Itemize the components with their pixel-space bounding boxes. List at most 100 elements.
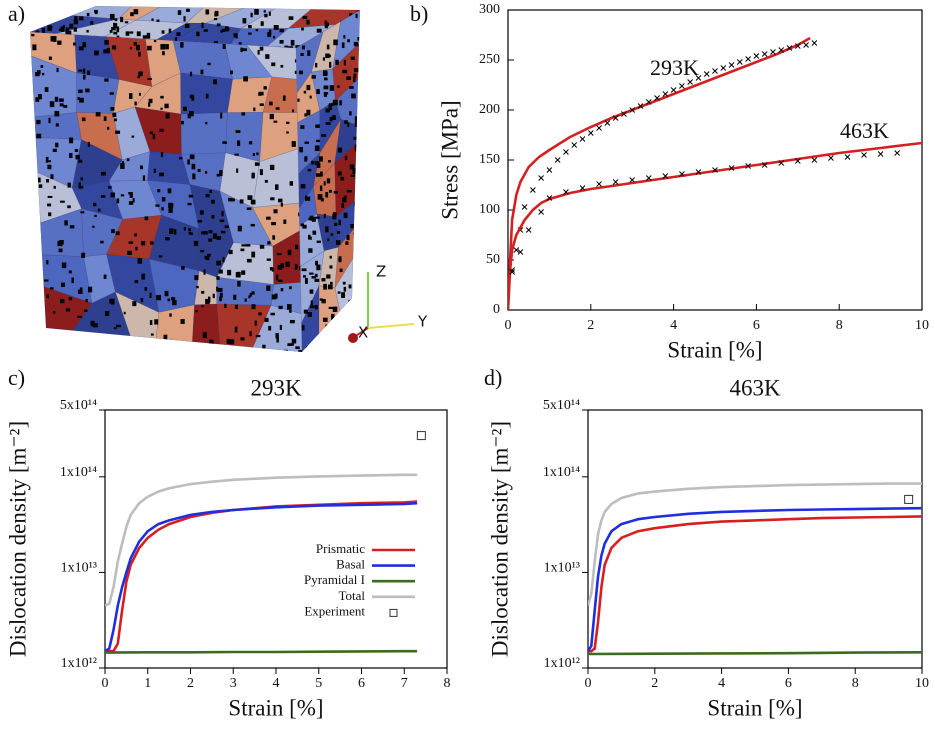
pore	[281, 65, 284, 68]
pore	[291, 40, 295, 46]
pore	[107, 48, 110, 53]
y-axis	[368, 324, 414, 328]
pore	[127, 251, 132, 255]
y-axis-label: Stress [MPa]	[437, 100, 462, 219]
pore	[308, 218, 312, 221]
pore	[69, 297, 72, 300]
pore	[104, 78, 108, 81]
pore	[100, 241, 103, 244]
pore	[306, 197, 310, 201]
pore	[246, 244, 250, 246]
pore	[103, 49, 107, 53]
pore	[204, 269, 206, 274]
pore	[264, 86, 267, 89]
pore	[327, 178, 330, 183]
pore	[183, 16, 185, 21]
pore	[47, 160, 51, 162]
pore	[283, 220, 286, 224]
pore	[137, 258, 142, 264]
pore	[176, 32, 180, 36]
pore	[203, 231, 207, 234]
curve	[105, 502, 417, 652]
pore	[195, 310, 197, 312]
pore	[333, 100, 338, 106]
y-tick-label: 150	[479, 152, 500, 167]
x-axis-marker	[348, 333, 358, 343]
curve	[588, 508, 922, 651]
marker	[539, 176, 544, 181]
pore	[304, 310, 308, 314]
pore	[155, 204, 159, 206]
pore	[80, 287, 83, 290]
pore	[341, 203, 344, 208]
pore	[51, 36, 56, 41]
pore	[208, 238, 212, 241]
pore	[251, 224, 255, 227]
pore	[280, 29, 284, 32]
pore	[68, 183, 71, 188]
x-tick-label: 2	[651, 676, 658, 691]
pore	[115, 131, 120, 134]
marker	[704, 72, 709, 77]
pore	[252, 304, 256, 309]
pore	[256, 29, 258, 31]
pore	[355, 171, 359, 174]
marker	[762, 52, 767, 57]
pore	[324, 86, 329, 90]
pore	[331, 314, 335, 320]
pore	[264, 318, 268, 322]
pore	[205, 122, 207, 124]
pore	[77, 316, 82, 318]
pore	[280, 325, 282, 330]
pore	[141, 241, 145, 245]
curve	[105, 475, 417, 606]
pore	[241, 270, 245, 274]
pore	[230, 71, 233, 75]
pore	[180, 319, 184, 324]
pore	[324, 72, 327, 76]
pore	[110, 92, 114, 95]
triad-label: Y	[417, 313, 428, 331]
pore	[329, 307, 334, 309]
pore	[50, 174, 53, 179]
pore	[41, 65, 44, 68]
y-tick-label: 250	[479, 52, 500, 67]
pore	[135, 247, 137, 251]
pore	[236, 272, 241, 277]
pore	[229, 250, 233, 254]
marker	[746, 57, 751, 62]
curve-label: 463K	[840, 118, 889, 143]
pore	[269, 12, 271, 16]
pore	[59, 248, 63, 252]
pore	[111, 27, 116, 30]
pore	[270, 165, 274, 170]
pore	[260, 103, 264, 106]
pore	[75, 155, 79, 160]
grains	[30, 32, 305, 355]
x-tick-label: 0	[585, 676, 592, 691]
pore	[113, 23, 115, 27]
pore	[73, 43, 76, 46]
pore	[57, 41, 61, 45]
pore	[251, 13, 253, 18]
pore	[321, 134, 326, 137]
pore	[92, 226, 94, 228]
panel-label: b)	[410, 1, 428, 26]
pore	[181, 266, 185, 270]
pore	[281, 203, 283, 207]
pore	[312, 217, 316, 222]
pore	[134, 102, 136, 106]
x-tick-label: 0	[505, 318, 512, 333]
pore	[277, 253, 282, 255]
legend-label: Total	[338, 588, 365, 603]
pore	[330, 282, 333, 285]
pore	[117, 198, 120, 203]
x-axis-label: Strain [%]	[228, 695, 323, 720]
marker	[721, 66, 726, 71]
pore	[125, 21, 128, 23]
marker	[526, 228, 531, 233]
pore	[107, 127, 109, 130]
pore	[325, 122, 329, 124]
pore	[347, 122, 349, 126]
y-tick-label: 200	[479, 102, 500, 117]
